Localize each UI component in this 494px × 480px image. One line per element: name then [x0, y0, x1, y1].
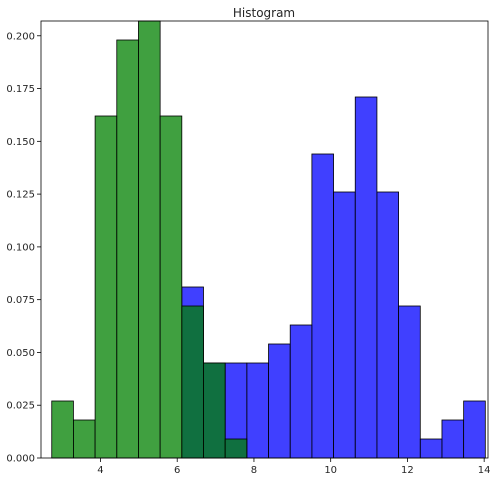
bars-layer [51, 20, 486, 459]
histogram-bar-series1-bin2 [94, 115, 118, 459]
histogram-bar-series0-bin3 [246, 362, 269, 459]
histogram-bar-series1-bin8 [224, 438, 248, 459]
histogram-bar-series1-bin1 [73, 419, 96, 459]
x-tick-label-0: 4 [97, 465, 103, 476]
histogram-bar-series1-bin6 [181, 305, 204, 459]
histogram-bar-series1-bin0 [51, 400, 74, 459]
y-tick-label-0: 0.000 [6, 454, 35, 465]
y-axis: 0.000 0.025 0.050 0.075 0.100 0.125 0.150 0.175… [6, 31, 41, 465]
histogram-bar-series1-bin7 [203, 362, 226, 459]
histogram-bar-series0-bin9 [376, 191, 399, 459]
y-tick-label-3: 0.075 [6, 295, 35, 306]
histogram-bar-series0-bin8 [354, 96, 378, 459]
histogram-bar-series1-bin5 [159, 115, 183, 459]
x-tick-label-5: 14 [478, 465, 491, 476]
y-tick-label-2: 0.050 [6, 348, 35, 359]
y-tick-label-5: 0.125 [6, 190, 35, 201]
histogram-bar-series0-bin11 [419, 438, 443, 459]
y-tick-label-1: 0.025 [6, 401, 35, 412]
x-tick-label-3: 10 [324, 465, 337, 476]
histogram-bar-series0-bin7 [333, 191, 356, 459]
x-tick-label-4: 12 [401, 465, 414, 476]
histogram-bar-series0-bin4 [268, 343, 291, 459]
histogram-bar-series0-bin6 [311, 153, 334, 459]
histogram-bar-series0-bin5 [289, 324, 313, 459]
y-tick-label-6: 0.150 [6, 137, 35, 148]
histogram-bar-series1-bin4 [138, 20, 161, 459]
histogram-bar-series0-bin10 [398, 305, 421, 459]
plot-frame [40, 20, 489, 459]
x-tick-label-1: 6 [174, 465, 180, 476]
histogram-bar-series0-bin13 [463, 400, 486, 459]
y-tick-label-8: 0.200 [6, 31, 35, 42]
histogram-bar-series0-bin12 [441, 419, 465, 459]
histogram-bar-series1-bin3 [116, 39, 139, 459]
x-tick-label-2: 8 [251, 465, 257, 476]
x-axis: 4 6 8 10 12 14 [97, 458, 491, 476]
y-tick-label-7: 0.175 [6, 84, 35, 95]
y-tick-label-4: 0.100 [6, 242, 35, 253]
chart-title: Histogram [233, 6, 295, 20]
